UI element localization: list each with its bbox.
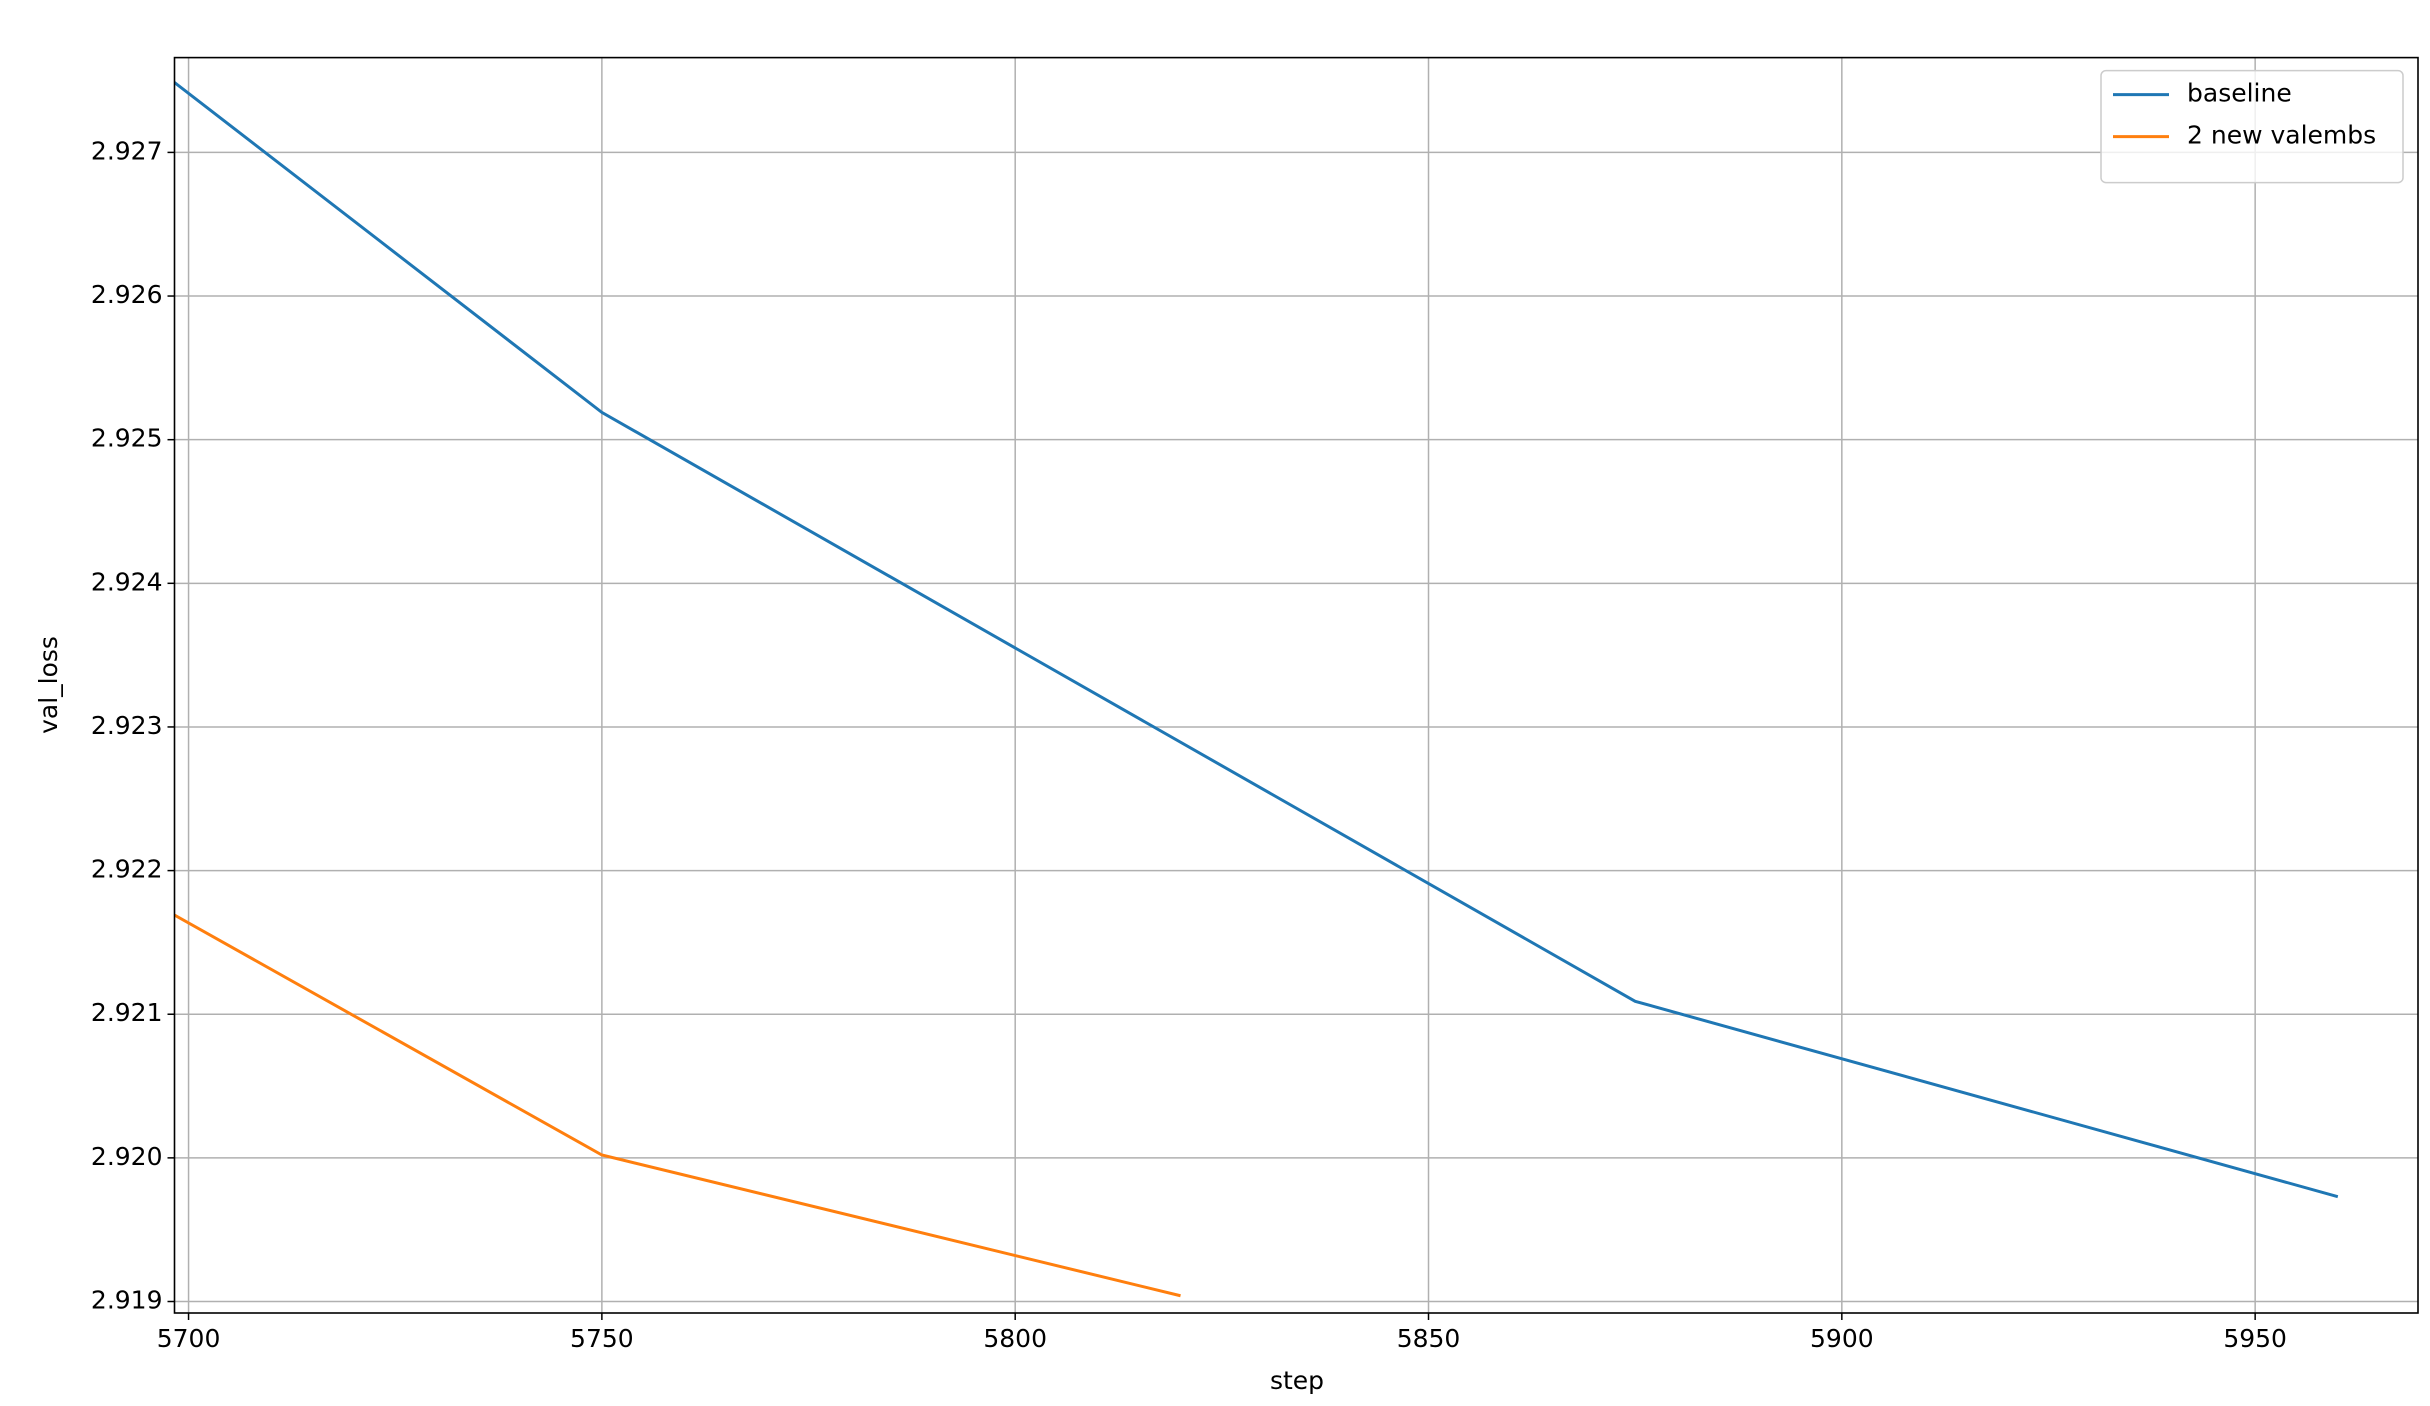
x-tick-label: 5750 bbox=[570, 1324, 634, 1353]
x-tick-label: 5900 bbox=[1810, 1324, 1874, 1353]
legend-label: 2 new valembs bbox=[2187, 121, 2376, 150]
x-tick-label: 5950 bbox=[2223, 1324, 2287, 1353]
x-tick-label: 5850 bbox=[1397, 1324, 1461, 1353]
x-tick-label: 5800 bbox=[983, 1324, 1047, 1353]
y-tick-label: 2.925 bbox=[91, 424, 163, 453]
legend-box bbox=[2100, 69, 2404, 184]
legend-label: baseline bbox=[2187, 79, 2292, 108]
plot-frame bbox=[173, 56, 2419, 1314]
line bbox=[174, 80, 2339, 1199]
y-tick-label: 2.923 bbox=[91, 711, 163, 740]
x-tick-label: 5700 bbox=[157, 1324, 221, 1353]
y-tick-label: 2.922 bbox=[91, 855, 163, 884]
y-tick-label: 2.924 bbox=[91, 567, 163, 596]
y-axis-label: val_loss bbox=[34, 636, 63, 734]
y-tick-label: 2.926 bbox=[91, 280, 163, 309]
y-tick-label: 2.920 bbox=[91, 1142, 163, 1171]
x-axis-label: step bbox=[1270, 1366, 1324, 1395]
line bbox=[174, 913, 1181, 1298]
y-tick-label: 2.927 bbox=[91, 136, 163, 165]
y-tick-label: 2.921 bbox=[91, 998, 163, 1027]
y-tick-label: 2.919 bbox=[91, 1286, 163, 1315]
